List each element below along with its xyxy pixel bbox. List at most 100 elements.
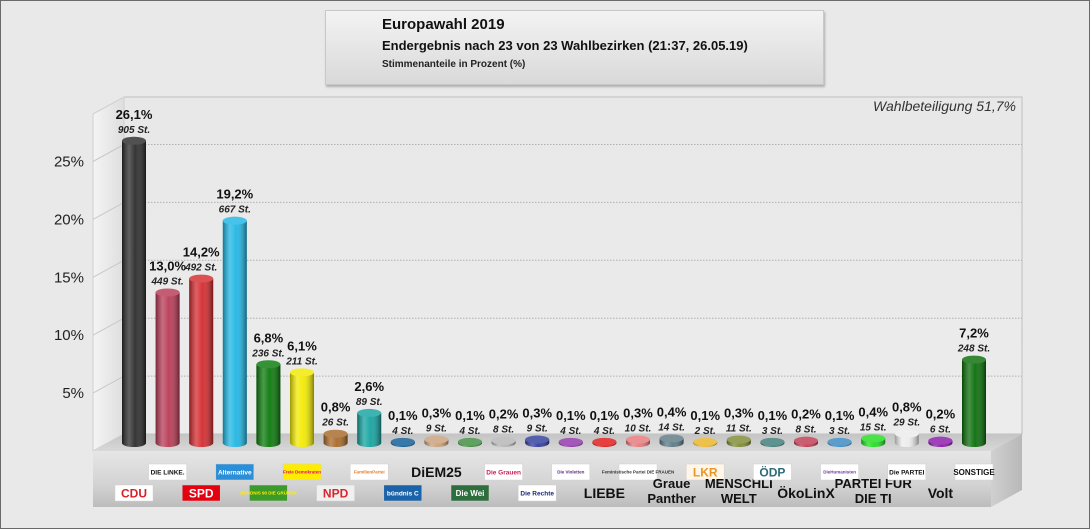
- votes-label: 6 St.: [930, 425, 951, 436]
- logo-box: [954, 463, 994, 481]
- party-name: ÖkoLinX: [777, 485, 835, 501]
- logo-text: NPD: [323, 486, 349, 500]
- bar-base-shading: [323, 439, 348, 447]
- value-label: 0,1%: [758, 408, 788, 423]
- party-logo: Die Wei: [450, 484, 490, 502]
- bar-top-highlight: [726, 435, 751, 444]
- logo-box: [618, 463, 658, 481]
- party-name: Volt: [928, 485, 954, 501]
- party-logo: ÖDP: [753, 463, 792, 481]
- bar-14: [558, 437, 583, 447]
- bar-top: [794, 436, 818, 445]
- votes-label: 89 St.: [356, 397, 383, 408]
- bar-16: [626, 435, 650, 447]
- value-label: 0,8%: [321, 400, 351, 415]
- value-label: 19,2%: [216, 187, 253, 202]
- chart-title: Europawahl 2019: [382, 16, 505, 33]
- value-label: 13,0%: [149, 258, 186, 273]
- chart-subtitle: Endergebnis nach 23 von 23 Wahlbezirken …: [382, 38, 748, 53]
- bar-base-shading: [894, 439, 919, 447]
- value-label: 0,1%: [690, 408, 720, 423]
- bar-top-highlight: [693, 437, 718, 446]
- logo-box: [114, 484, 154, 502]
- party-name: LIEBE: [584, 485, 625, 501]
- party-logo: Die Grauen: [484, 463, 523, 481]
- bar-23: [861, 434, 886, 447]
- value-label: 6,8%: [254, 330, 284, 345]
- gridlines: [92, 144, 1022, 394]
- value-label: 6,1%: [287, 338, 317, 353]
- votes-label: 3 St.: [762, 426, 783, 437]
- votes-label: 4 St.: [458, 426, 480, 437]
- bar-top: [256, 360, 281, 369]
- votes-label: 2 St.: [694, 426, 716, 437]
- logo-text: Alternative: [218, 469, 252, 476]
- bar-top-highlight: [626, 435, 650, 444]
- bar-base-shading: [357, 439, 382, 447]
- chart-unit-note: Stimmenanteile in Prozent (%): [382, 59, 526, 70]
- bar-top: [323, 429, 348, 438]
- bar-top-highlight: [760, 437, 785, 446]
- bar-top: [290, 368, 314, 377]
- bar-top-highlight: [323, 429, 348, 438]
- logo-text: LKR: [693, 465, 718, 479]
- y-tick-label: 25%: [54, 154, 84, 171]
- bars: [122, 136, 986, 447]
- bar-top: [491, 436, 516, 445]
- bar-top-highlight: [155, 288, 180, 297]
- value-label: 0,1%: [825, 408, 855, 423]
- party-logo: Freie Demokraten: [282, 463, 321, 481]
- bar-top-highlight: [122, 136, 146, 145]
- bar-top-highlight: [290, 368, 314, 377]
- turnout-label: Wahlbeteiligung 51,7%: [873, 98, 1016, 114]
- party-logo: Volt: [928, 485, 954, 501]
- bar-12: [491, 436, 516, 447]
- bar-shading: [290, 372, 314, 443]
- party-name: WELT: [721, 491, 757, 506]
- bar-top: [357, 408, 382, 417]
- party-logo: BÜNDNIS 90 DIE GRÜNEN: [240, 484, 297, 502]
- bar-top-highlight: [558, 437, 583, 446]
- value-label: 0,2%: [489, 407, 519, 422]
- bar-top-highlight: [962, 355, 986, 364]
- votes-label: 236 St.: [251, 348, 284, 359]
- gridline-side: [92, 375, 125, 394]
- bar-base-shading: [122, 439, 146, 447]
- bar-top: [626, 435, 650, 444]
- bar-top: [525, 435, 550, 444]
- party-logo: NPD: [316, 484, 355, 502]
- value-label: 26,1%: [116, 107, 153, 122]
- bar-1: [122, 136, 146, 447]
- votes-label: 248 St.: [957, 344, 990, 355]
- logo-text: Die Rechte: [520, 490, 554, 497]
- bar-21: [794, 436, 818, 447]
- logo-box: [349, 463, 389, 481]
- logo-box: [383, 484, 423, 502]
- value-label: 0,4%: [858, 404, 888, 419]
- value-label: 0,3%: [522, 406, 552, 421]
- logo-box: [215, 463, 255, 481]
- votes-label: 9 St.: [527, 424, 548, 435]
- bar-top-highlight: [390, 437, 415, 446]
- bar-base-shading: [189, 439, 214, 447]
- bar-top: [390, 437, 415, 446]
- bar-top: [827, 437, 852, 446]
- logo-box: [517, 484, 557, 502]
- bar-top: [424, 435, 449, 444]
- party-logo: DiEM25: [411, 464, 462, 480]
- bar-10: [424, 435, 449, 447]
- logo-text: Freie Demokraten: [283, 470, 321, 475]
- bar-top: [558, 437, 583, 446]
- bar-3: [189, 274, 214, 447]
- logo-text: Die Grauen: [486, 469, 521, 476]
- bar-26: [962, 355, 986, 447]
- bar-shading: [256, 364, 281, 443]
- value-label: 2,6%: [354, 379, 384, 394]
- y-tick-label: 20%: [54, 211, 84, 228]
- party-logo: LIEBE: [584, 485, 625, 501]
- logo-text: CDU: [121, 486, 147, 500]
- logo-box: [753, 463, 792, 481]
- bar-top-highlight: [424, 435, 449, 444]
- party-name: DIE TI: [855, 491, 892, 506]
- gridline-side: [92, 259, 125, 278]
